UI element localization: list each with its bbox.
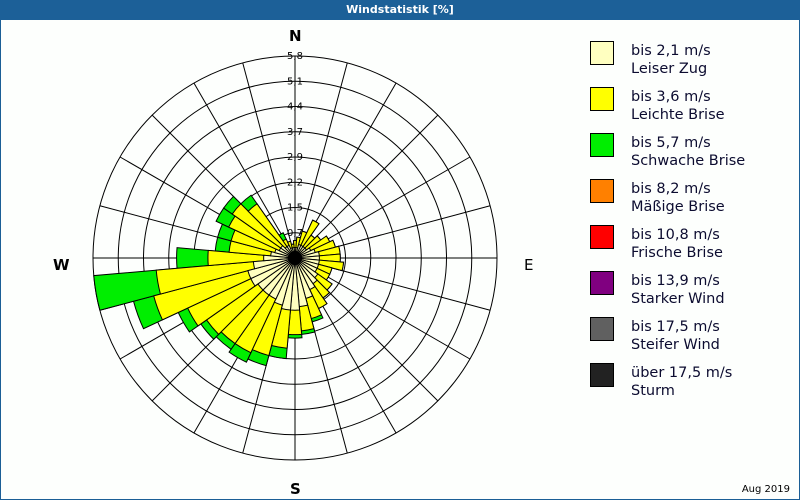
ring-label: 3,7 [287,127,303,138]
ring-label: 1,5 [287,203,303,214]
legend-range: bis 3,6 m/s [631,88,725,106]
chart-title: Windstatistik [%] [0,0,800,20]
ring-label: 2,9 [287,152,303,163]
legend-swatch [590,317,614,341]
legend-category: Sturm [631,382,732,400]
compass-east-label: E [524,256,533,274]
legend-category: Leiser Zug [631,60,711,78]
legend-category: Schwache Brise [631,152,745,170]
legend-swatch [590,271,614,295]
legend-swatch [590,133,614,157]
ring-label: 5,8 [287,51,303,62]
compass-north-label: N [289,27,302,45]
legend-range: über 17,5 m/s [631,364,732,382]
legend-category: Starker Wind [631,290,725,308]
ring-label: 0,7 [287,228,303,239]
legend-range: bis 2,1 m/s [631,42,711,60]
compass-south-label: S [290,480,301,498]
legend-swatch [590,179,614,203]
compass-west-label: W [53,256,70,274]
ring-label: 5,1 [287,76,303,87]
legend-range: bis 13,9 m/s [631,272,725,290]
legend-range: bis 8,2 m/s [631,180,725,198]
wind-rose-chart: 0,7 1,5 2,2 2,9 3,7 4,4 5,1 5,8 N E S W [0,20,560,500]
ring-label: 4,4 [287,102,303,113]
legend-category: Frische Brise [631,244,723,262]
legend-swatch [590,363,614,387]
legend-swatch [590,41,614,65]
legend-range: bis 10,8 m/s [631,226,723,244]
legend-category: Steifer Wind [631,336,720,354]
legend-category: Leichte Brise [631,106,725,124]
date-label: Aug 2019 [742,484,790,495]
wind-rose-svg: 0,7 1,5 2,2 2,9 3,7 4,4 5,1 5,8 [0,20,560,500]
legend-category: Mäßige Brise [631,198,725,216]
ring-label: 2,2 [287,177,303,188]
legend-swatch [590,225,614,249]
legend-swatch [590,87,614,111]
legend-range: bis 17,5 m/s [631,318,720,336]
legend-range: bis 5,7 m/s [631,134,745,152]
